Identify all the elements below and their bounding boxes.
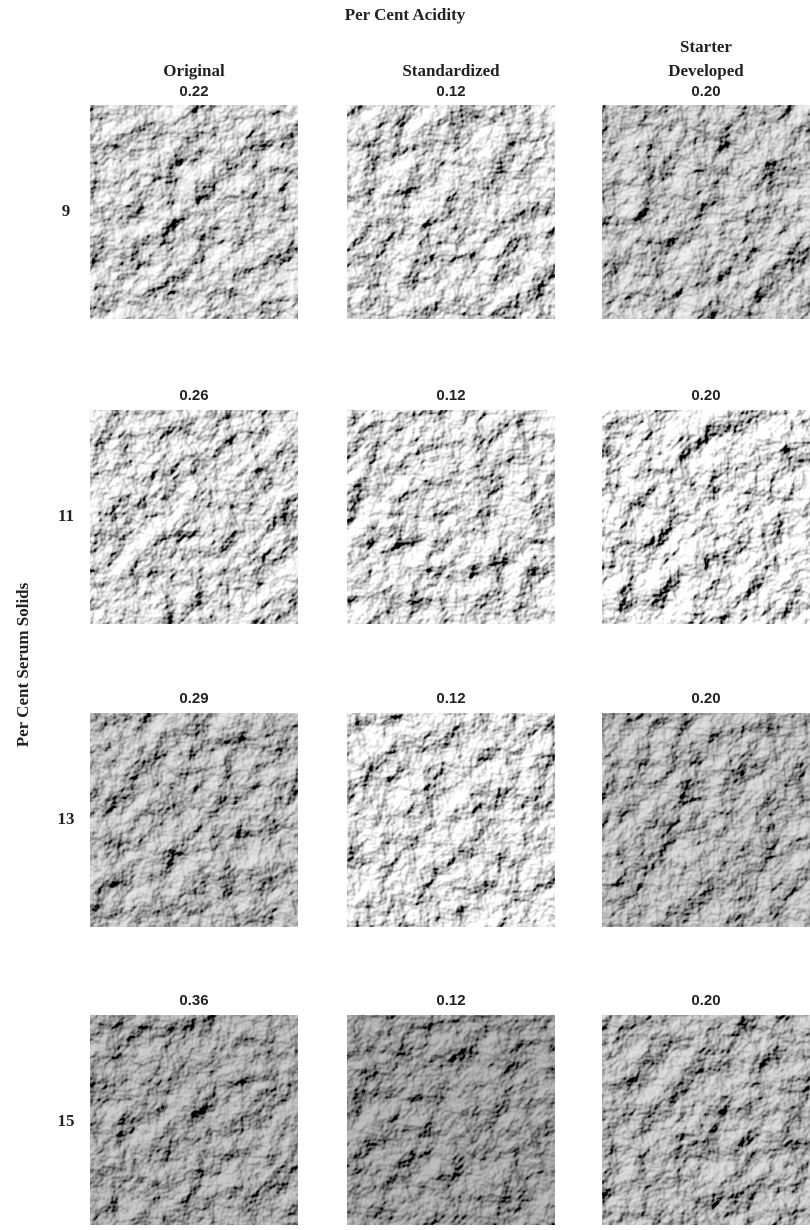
acidity-label: 0.20 (691, 690, 720, 707)
column-header: Starter (680, 37, 732, 56)
column-header: Standardized (402, 61, 500, 80)
column-header: Developed (668, 61, 744, 80)
micrograph (602, 410, 810, 624)
row-label: 15 (58, 1111, 75, 1130)
acidity-label: 0.12 (436, 83, 465, 100)
column-header: Original (163, 61, 225, 80)
acidity-label: 0.26 (179, 387, 208, 404)
micrograph (602, 1015, 810, 1229)
acidity-label: 0.22 (179, 83, 208, 100)
acidity-label: 0.36 (179, 992, 208, 1009)
micrograph (90, 1015, 298, 1229)
figure-title: Per Cent Acidity (345, 5, 466, 24)
micrograph (347, 410, 555, 624)
acidity-label: 0.12 (436, 690, 465, 707)
acidity-label: 0.29 (179, 690, 208, 707)
micrograph (90, 105, 298, 319)
micrograph (602, 105, 810, 319)
row-label: 11 (58, 506, 74, 525)
acidity-label: 0.12 (436, 387, 465, 404)
micrograph (347, 105, 555, 319)
row-label: 9 (62, 201, 71, 220)
y-axis-label: Per Cent Serum Solids (13, 582, 32, 747)
row-label: 13 (58, 809, 75, 828)
acidity-label: 0.20 (691, 992, 720, 1009)
micrograph (347, 1015, 555, 1229)
micrograph (602, 713, 810, 927)
acidity-label: 0.20 (691, 387, 720, 404)
micrograph (347, 713, 555, 927)
acidity-label: 0.12 (436, 992, 465, 1009)
micrograph (90, 713, 298, 927)
acidity-label: 0.20 (691, 83, 720, 100)
micrograph (90, 410, 298, 624)
